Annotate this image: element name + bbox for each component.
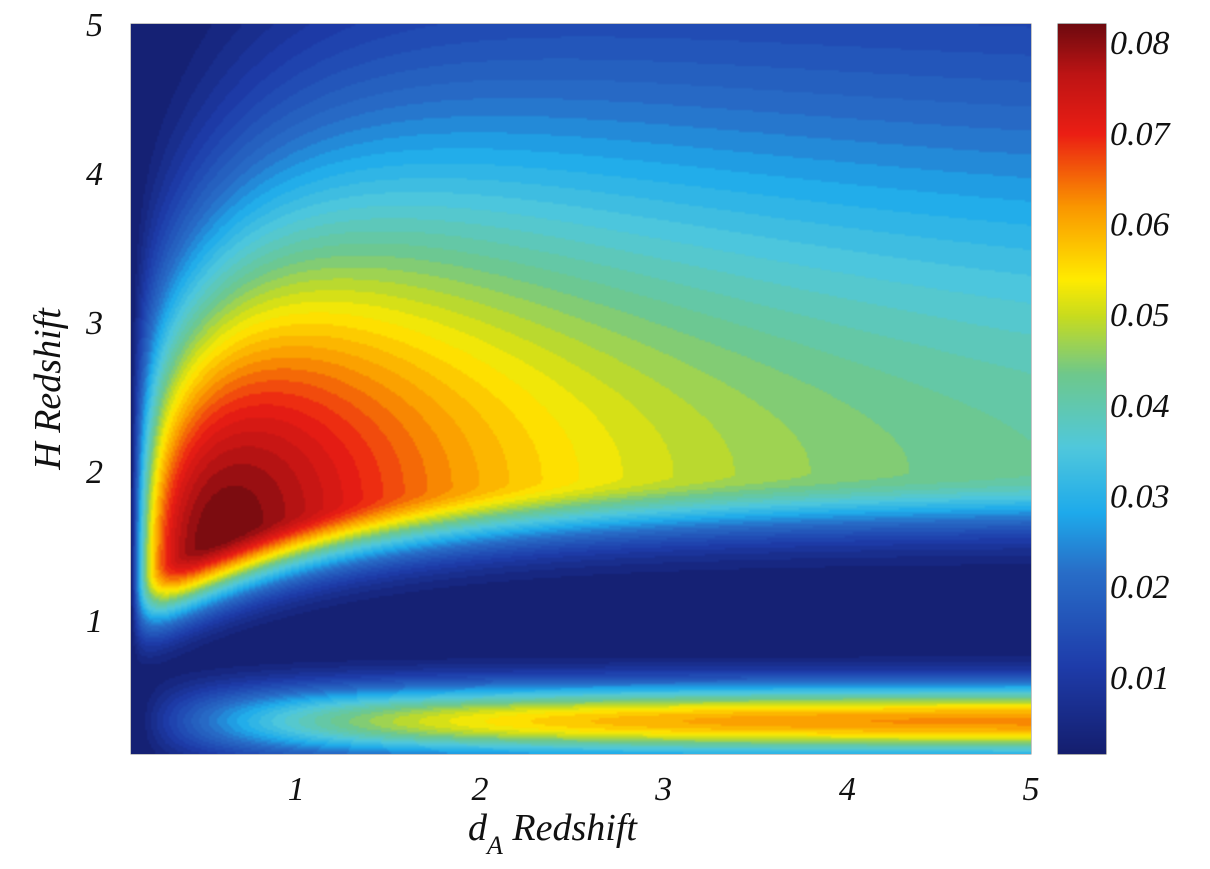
colorbar-tick-label: 0.05 <box>1110 297 1170 334</box>
x-axis-label-main: d <box>468 807 488 849</box>
colorbar-tick-label: 0.07 <box>1110 116 1172 153</box>
y-tick-label: 2 <box>86 454 103 491</box>
colorbar-tick-labels: 0.01 0.02 0.03 0.04 0.05 0.06 0.07 0.08 <box>1110 25 1172 697</box>
colorbar-tick-label: 0.06 <box>1110 207 1170 244</box>
colorbar-gradient <box>1058 24 1106 754</box>
colorbar-tick-label: 0.08 <box>1110 25 1170 62</box>
x-tick-label: 5 <box>1023 771 1040 808</box>
heatmap-surface <box>131 24 1031 754</box>
y-axis-label: H Redshift <box>27 307 69 471</box>
y-tick-labels: 1 2 3 4 5 <box>85 7 103 640</box>
colorbar-tick-label: 0.04 <box>1110 388 1170 425</box>
x-tick-label: 1 <box>288 771 305 808</box>
x-tick-labels: 1 2 3 4 5 <box>288 771 1040 808</box>
colorbar-tick-label: 0.03 <box>1110 479 1170 516</box>
x-axis-label-subscript: A <box>485 831 503 860</box>
x-tick-label: 4 <box>839 771 856 808</box>
x-tick-label: 2 <box>471 771 488 808</box>
y-tick-label: 3 <box>85 305 103 342</box>
colorbar-tick-label: 0.02 <box>1110 569 1170 606</box>
y-tick-label: 4 <box>86 156 103 193</box>
x-axis-label: dA Redshift <box>468 807 638 860</box>
x-axis-label-suffix: Redshift <box>503 807 638 849</box>
x-tick-label: 3 <box>654 771 672 808</box>
y-tick-label: 5 <box>86 7 103 44</box>
colorbar-tick-label: 0.01 <box>1110 660 1170 697</box>
y-tick-label: 1 <box>86 603 103 640</box>
